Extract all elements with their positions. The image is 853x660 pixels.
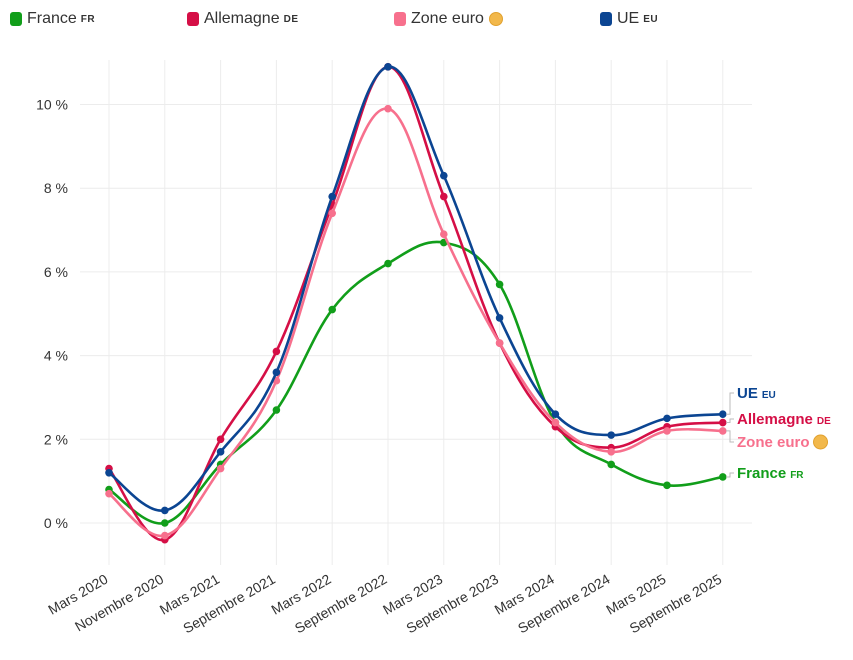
data-point-ue[interactable] [719, 410, 727, 418]
data-point-zone-euro[interactable] [719, 427, 727, 435]
data-point-zone-euro[interactable] [328, 210, 336, 218]
series-line-allemagne [109, 67, 723, 540]
data-point-zone-euro[interactable] [663, 427, 671, 435]
data-point-france[interactable] [496, 281, 504, 289]
y-tick-label: 10 % [36, 97, 68, 113]
series-zone-euro [105, 105, 726, 539]
x-tick-label: Septembre 2022 [292, 571, 390, 637]
data-point-ue[interactable] [440, 172, 448, 180]
series-lines [105, 63, 726, 544]
data-point-france[interactable] [328, 306, 336, 314]
data-point-allemagne[interactable] [273, 348, 281, 356]
data-point-france[interactable] [607, 461, 615, 469]
data-point-ue[interactable] [607, 431, 615, 439]
data-point-france[interactable] [719, 473, 727, 481]
end-label-allemagne: Allemagne DE [737, 411, 831, 428]
end-labels: UE EU Allemagne DE Zone euro France FR [726, 385, 831, 482]
end-label-connector [726, 431, 734, 442]
data-point-zone-euro[interactable] [105, 490, 113, 498]
data-point-ue[interactable] [384, 63, 392, 71]
data-point-zone-euro[interactable] [496, 339, 504, 347]
y-tick-label: 0 % [44, 515, 68, 531]
euro-coin-icon [814, 435, 828, 449]
data-point-ue[interactable] [273, 369, 281, 377]
x-tick-label: Septembre 2025 [627, 571, 725, 637]
end-label-connector [726, 473, 734, 477]
data-point-ue[interactable] [217, 448, 225, 456]
y-tick-label: 4 % [44, 348, 68, 364]
data-point-france[interactable] [273, 406, 281, 414]
data-point-zone-euro[interactable] [607, 448, 615, 456]
end-label-france: France FR [737, 465, 804, 482]
y-tick-label: 2 % [44, 431, 68, 447]
data-point-allemagne[interactable] [719, 419, 727, 427]
data-point-ue[interactable] [496, 314, 504, 322]
end-label-ue: UE EU [737, 385, 776, 402]
data-point-ue[interactable] [105, 469, 113, 477]
data-point-france[interactable] [384, 260, 392, 268]
data-point-zone-euro[interactable] [217, 465, 225, 473]
grid [80, 60, 752, 565]
x-tick-label: Septembre 2023 [403, 571, 501, 637]
data-point-zone-euro[interactable] [552, 419, 560, 427]
y-axis: 0 % 2 % 4 % 6 % 8 % 10 % [36, 97, 68, 532]
data-point-france[interactable] [161, 519, 169, 527]
data-point-allemagne[interactable] [440, 193, 448, 201]
data-point-zone-euro[interactable] [384, 105, 392, 113]
end-label-connector [726, 393, 734, 414]
end-label-connector [726, 419, 734, 423]
y-tick-label: 6 % [44, 264, 68, 280]
x-tick-label: Septembre 2024 [515, 571, 613, 637]
data-point-france[interactable] [663, 482, 671, 490]
data-point-ue[interactable] [161, 507, 169, 515]
data-point-ue[interactable] [663, 415, 671, 423]
y-tick-label: 8 % [44, 180, 68, 196]
data-point-ue[interactable] [328, 193, 336, 201]
data-point-ue[interactable] [552, 410, 560, 418]
data-point-allemagne[interactable] [217, 436, 225, 444]
data-point-zone-euro[interactable] [161, 532, 169, 540]
data-point-zone-euro[interactable] [440, 230, 448, 238]
x-tick-label: Septembre 2021 [180, 571, 278, 637]
series-allemagne [105, 63, 726, 544]
end-label-zone-euro: Zone euro [737, 434, 810, 451]
series-line-zone-euro [109, 109, 723, 536]
